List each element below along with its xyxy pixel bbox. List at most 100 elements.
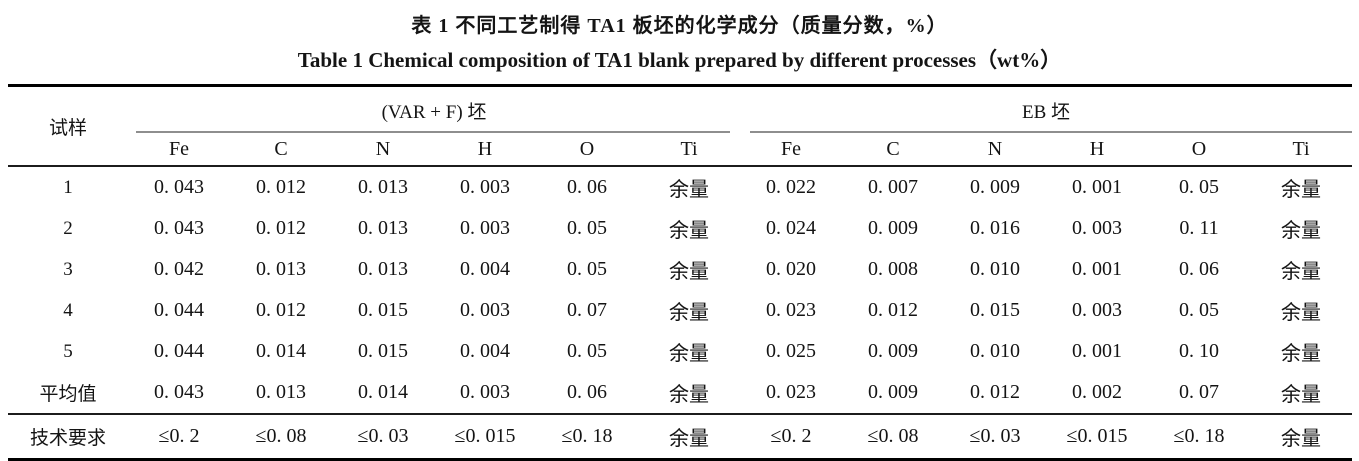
- cell: 0. 044: [154, 299, 204, 321]
- cell: 0. 003: [1072, 299, 1122, 321]
- cell: 0. 043: [154, 176, 204, 198]
- cell: 0. 009: [970, 176, 1020, 198]
- cell: 0. 012: [868, 299, 918, 321]
- cell: 0. 012: [256, 217, 306, 239]
- cell: 0. 015: [970, 299, 1020, 321]
- table-row: 5 0. 044 0. 014 0. 015 0. 004 0. 05 余量 0…: [8, 331, 1352, 372]
- cell: 0. 10: [1179, 340, 1219, 362]
- cell: 0. 001: [1072, 176, 1122, 198]
- cell: 0. 06: [567, 381, 607, 403]
- group-header-eb: EB 坯: [740, 86, 1352, 134]
- cell: 0. 014: [358, 381, 408, 403]
- cell: 0. 009: [868, 340, 918, 362]
- table-row: 1 0. 043 0. 012 0. 013 0. 003 0. 06 余量 0…: [8, 166, 1352, 208]
- row-label: 2: [63, 217, 73, 239]
- composition-table: 试样 (VAR + F) 坯 EB 坯 Fe C N H O Ti Fe C N…: [8, 84, 1352, 461]
- cell: ≤0. 18: [536, 413, 638, 460]
- cell: 0. 007: [868, 176, 918, 198]
- column-header-eb-h: H: [1046, 133, 1148, 167]
- cell: 0. 05: [1179, 299, 1219, 321]
- cell: 余量: [669, 220, 709, 242]
- cell: 0. 05: [1179, 176, 1219, 198]
- column-header-varf-ti: Ti: [638, 133, 740, 167]
- column-header-row: Fe C N H O Ti Fe C N H O Ti: [8, 133, 1352, 167]
- column-header-eb-fe: Fe: [740, 133, 842, 167]
- column-header-eb-o: O: [1148, 133, 1250, 167]
- cell: 0. 009: [868, 217, 918, 239]
- cell: 0. 06: [567, 176, 607, 198]
- cell: 0. 012: [256, 176, 306, 198]
- cell: 余量: [1281, 220, 1321, 242]
- cell: ≤0. 015: [434, 413, 536, 460]
- cell: 0. 009: [868, 381, 918, 403]
- cell: 0. 024: [766, 217, 816, 239]
- cell: 0. 023: [766, 299, 816, 321]
- cell: 0. 003: [460, 381, 510, 403]
- cell: 0. 001: [1072, 258, 1122, 280]
- cell: 0. 013: [358, 176, 408, 198]
- row-label: 3: [63, 258, 73, 280]
- cell: 余量: [669, 343, 709, 365]
- cell: 0. 013: [358, 217, 408, 239]
- row-label: 平均值: [39, 384, 97, 405]
- table-row: 4 0. 044 0. 012 0. 015 0. 003 0. 07 余量 0…: [8, 290, 1352, 331]
- cell: ≤0. 2: [740, 413, 842, 460]
- column-header-eb-c: C: [842, 133, 944, 167]
- cell: 余量: [1281, 302, 1321, 324]
- column-header-varf-n: N: [332, 133, 434, 167]
- row-label: 5: [63, 340, 73, 362]
- cell: 0. 013: [256, 258, 306, 280]
- cell: 0. 025: [766, 340, 816, 362]
- cell: 0. 003: [460, 176, 510, 198]
- cell: 余量: [1281, 343, 1321, 365]
- cell: 余量: [1281, 179, 1321, 201]
- cell: 0. 004: [460, 340, 510, 362]
- cell: 0. 001: [1072, 340, 1122, 362]
- cell: 余量: [669, 384, 709, 406]
- cell: ≤0. 08: [842, 413, 944, 460]
- group-header-var-f: (VAR + F) 坯: [128, 86, 740, 134]
- cell: 0. 05: [567, 217, 607, 239]
- cell: 余量: [1281, 261, 1321, 283]
- cell: 余量: [669, 179, 709, 201]
- cell: 0. 004: [460, 258, 510, 280]
- cell: ≤0. 2: [128, 413, 230, 460]
- cell: 0. 003: [460, 217, 510, 239]
- cell: ≤0. 03: [332, 413, 434, 460]
- cell: 余量: [1281, 384, 1321, 406]
- cell: 0. 012: [970, 381, 1020, 403]
- cell: 0. 022: [766, 176, 816, 198]
- table-caption-en: Table 1 Chemical composition of TA1 blan…: [297, 48, 1062, 72]
- cell: 0. 020: [766, 258, 816, 280]
- column-header-varf-h: H: [434, 133, 536, 167]
- cell: 0. 11: [1179, 217, 1219, 239]
- cell: 0. 023: [766, 381, 816, 403]
- cell: ≤0. 015: [1046, 413, 1148, 460]
- cell: ≤0. 03: [944, 413, 1046, 460]
- cell: 0. 003: [1072, 217, 1122, 239]
- cell: 0. 042: [154, 258, 204, 280]
- cell: 0. 015: [358, 299, 408, 321]
- row-header-label: 试样: [8, 85, 128, 167]
- cell: 余量: [638, 413, 740, 460]
- cell: 0. 05: [567, 340, 607, 362]
- cell: 0. 016: [970, 217, 1020, 239]
- row-label: 4: [63, 299, 73, 321]
- cell: 0. 013: [256, 381, 306, 403]
- cell: 余量: [1250, 413, 1352, 460]
- cell: 0. 07: [567, 299, 607, 321]
- cell: 0. 010: [970, 340, 1020, 362]
- group-header-row: 试样 (VAR + F) 坯 EB 坯: [8, 85, 1352, 167]
- cell: 0. 043: [154, 381, 204, 403]
- cell: ≤0. 08: [230, 413, 332, 460]
- column-header-varf-fe: Fe: [128, 133, 230, 167]
- cell: 0. 05: [567, 258, 607, 280]
- row-label: 技术要求: [8, 413, 128, 460]
- cell: 0. 044: [154, 340, 204, 362]
- cell: 余量: [669, 261, 709, 283]
- table-caption-zh: 表 1 不同工艺制得 TA1 板坯的化学成分（质量分数，%）: [411, 15, 948, 37]
- cell: 0. 06: [1179, 258, 1219, 280]
- cell: 0. 002: [1072, 381, 1122, 403]
- column-header-varf-o: O: [536, 133, 638, 167]
